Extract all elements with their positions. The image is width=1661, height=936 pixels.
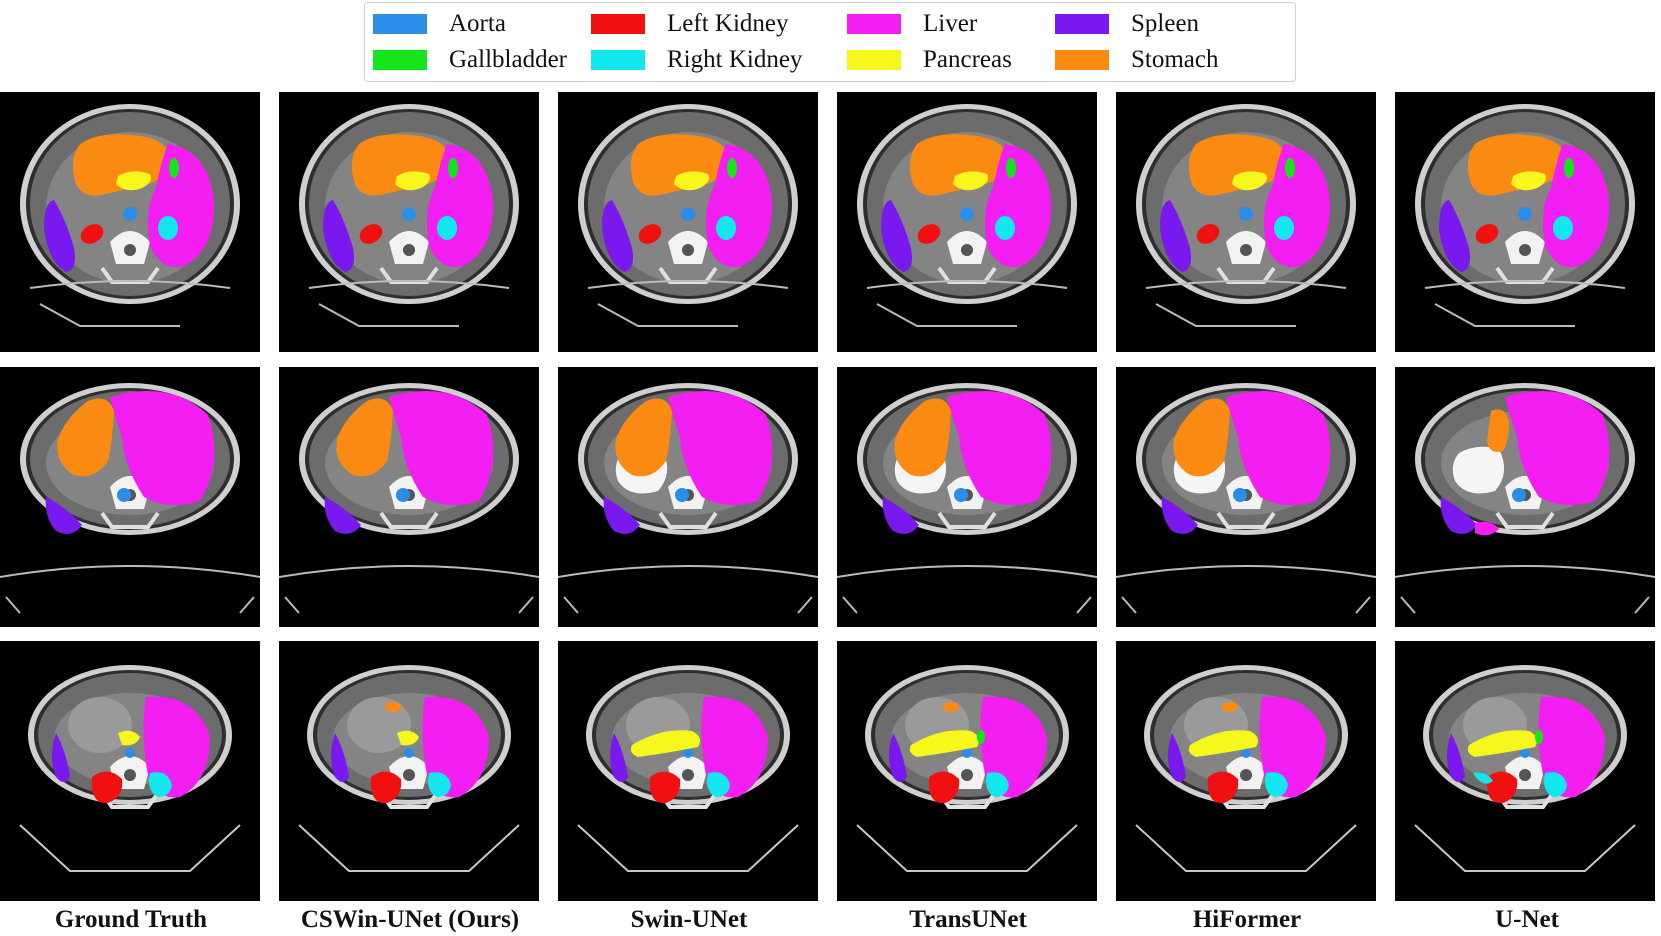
legend-item-left-kidney: Left Kidney bbox=[591, 9, 788, 39]
legend-swatch-stomach bbox=[1055, 50, 1109, 70]
legend-item-gallbladder: Gallbladder bbox=[373, 45, 567, 75]
legend-label: Stomach bbox=[1131, 46, 1219, 73]
legend-swatch-aorta bbox=[373, 14, 427, 34]
ct-panel-r3-c6 bbox=[1395, 641, 1655, 901]
ct-panel-r3-c5 bbox=[1116, 641, 1376, 901]
caption-cswin-unet: CSWin-UNet (Ours) bbox=[300, 906, 520, 933]
legend-label: Left Kidney bbox=[667, 10, 789, 37]
legend-label: Gallbladder bbox=[449, 46, 568, 73]
legend-swatch-right-kidney bbox=[591, 50, 645, 70]
legend-label: Pancreas bbox=[923, 46, 1012, 73]
ct-panel-r1-c6 bbox=[1395, 92, 1655, 352]
ct-panel-r1-c5 bbox=[1116, 92, 1376, 352]
ct-panel-r1-c3 bbox=[558, 92, 818, 352]
legend-label: Liver bbox=[923, 10, 978, 37]
caption-u-net: U-Net bbox=[1495, 906, 1559, 933]
ct-panel-r3-c3 bbox=[558, 641, 818, 901]
caption-transunet: TransUNet bbox=[909, 906, 1027, 933]
ct-panel-r3-c4 bbox=[837, 641, 1097, 901]
legend-item-pancreas: Pancreas bbox=[847, 45, 1012, 75]
legend-swatch-left-kidney bbox=[591, 14, 645, 34]
ct-panel-r2-c5 bbox=[1116, 367, 1376, 627]
legend-label: Aorta bbox=[449, 10, 506, 37]
ct-panel-r2-c3 bbox=[558, 367, 818, 627]
ct-panel-r2-c6 bbox=[1395, 367, 1655, 627]
legend-item-stomach: Stomach bbox=[1055, 45, 1219, 75]
legend-item-aorta: Aorta bbox=[373, 9, 506, 39]
legend-swatch-pancreas bbox=[847, 50, 901, 70]
ct-panel-r1-c2 bbox=[279, 92, 539, 352]
ct-panel-r2-c2 bbox=[279, 367, 539, 627]
legend-item-liver: Liver bbox=[847, 9, 977, 39]
ct-panel-r3-c1 bbox=[0, 641, 260, 901]
legend-swatch-liver bbox=[847, 14, 901, 34]
legend-label: Spleen bbox=[1131, 10, 1200, 37]
legend: Aorta Gallbladder Left Kidney Right Kidn… bbox=[364, 2, 1296, 82]
legend-swatch-spleen bbox=[1055, 14, 1109, 34]
ct-panel-r1-c4 bbox=[837, 92, 1097, 352]
ct-panel-r2-c1 bbox=[0, 367, 260, 627]
caption-hiformer: HiFormer bbox=[1192, 906, 1302, 933]
legend-item-right-kidney: Right Kidney bbox=[591, 45, 802, 75]
ct-panel-r2-c4 bbox=[837, 367, 1097, 627]
legend-label: Right Kidney bbox=[667, 46, 803, 73]
ct-panel-r3-c2 bbox=[279, 641, 539, 901]
caption-ground-truth: Ground Truth bbox=[54, 906, 208, 933]
legend-item-spleen: Spleen bbox=[1055, 9, 1199, 39]
caption-swin-unet: Swin-UNet bbox=[630, 906, 748, 933]
legend-swatch-gallbladder bbox=[373, 50, 427, 70]
ct-panel-r1-c1 bbox=[0, 92, 260, 352]
